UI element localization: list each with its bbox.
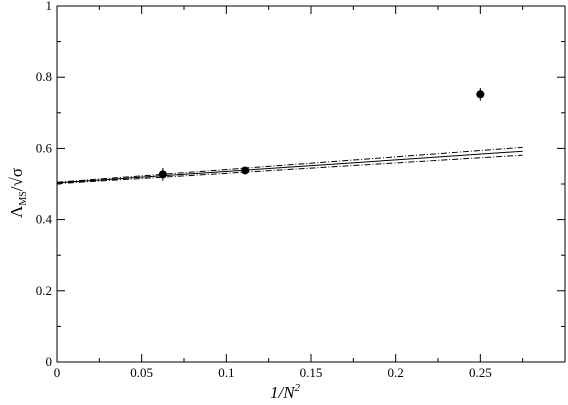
data-points bbox=[158, 87, 485, 181]
fit-lower-bound bbox=[56, 154, 523, 185]
x-tick-label: 0.15 bbox=[300, 365, 323, 380]
x-axis-title: 1/N2 bbox=[270, 382, 301, 402]
x-tick-label: 0.2 bbox=[388, 365, 404, 380]
data-point bbox=[476, 90, 485, 99]
plot-frame bbox=[56, 5, 566, 363]
fit-upper-bound bbox=[56, 146, 523, 183]
x-tick-label: 0.25 bbox=[469, 365, 492, 380]
y-tick-label: 0.4 bbox=[36, 212, 53, 227]
y-tick-label: 0.6 bbox=[36, 140, 53, 155]
y-axis-title: ΛMS/√σ bbox=[7, 168, 29, 218]
x-tick-label: 0.1 bbox=[218, 365, 234, 380]
data-point bbox=[158, 170, 167, 179]
x-tick-label: 0 bbox=[54, 365, 61, 380]
svg-text:ΛMS/√σ: ΛMS/√σ bbox=[7, 168, 29, 218]
y-tick-label: 0.8 bbox=[36, 69, 52, 84]
data-point bbox=[241, 166, 250, 175]
y-tick-label: 1 bbox=[46, 0, 53, 13]
y-tick-label: 0.2 bbox=[36, 283, 52, 298]
y-tick-label: 0 bbox=[46, 354, 53, 369]
fit-lines bbox=[56, 146, 523, 185]
x-tick-label: 0.05 bbox=[130, 365, 153, 380]
axis-ticks: 0 0.05 0.1 0.15 0.2 0.25 0 0.2 0.4 0.6 0.8 1 bbox=[36, 0, 565, 380]
fit-line bbox=[56, 150, 523, 184]
